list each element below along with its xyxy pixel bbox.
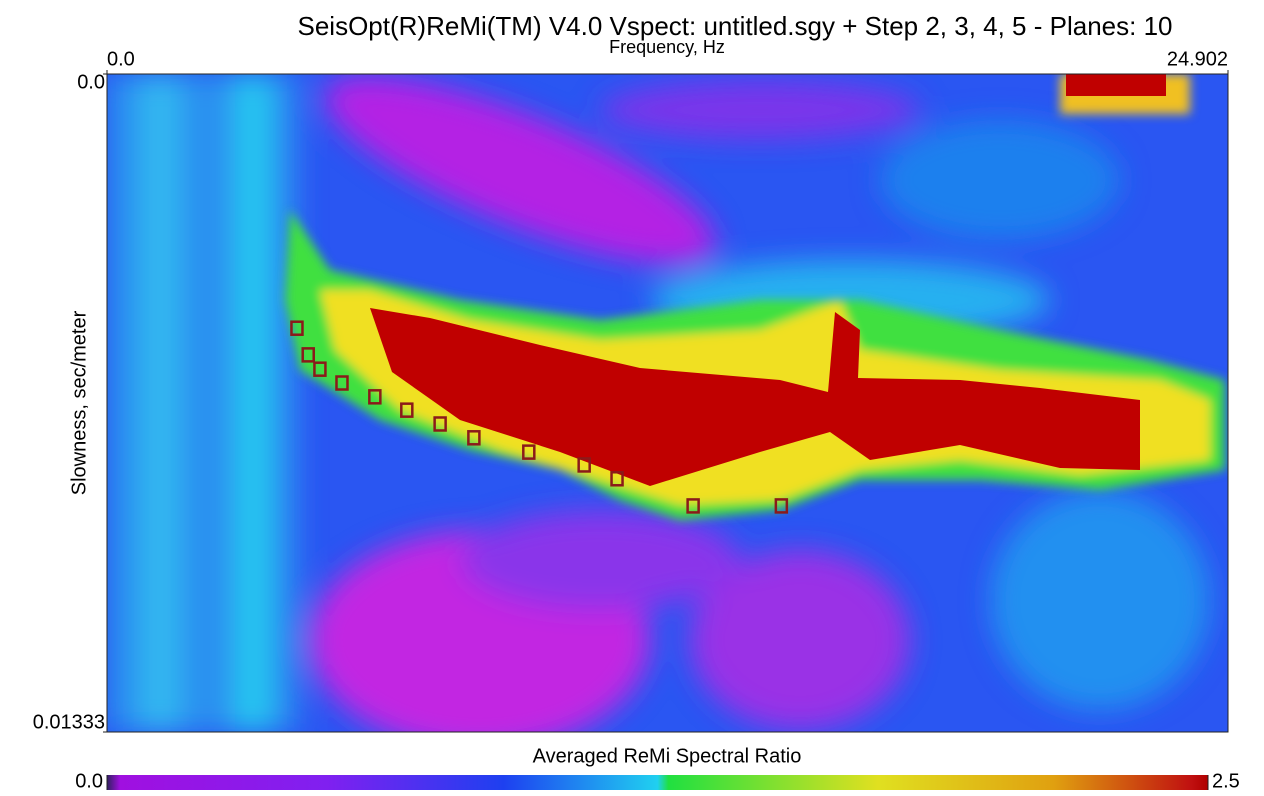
x-tick-label: 0.0 — [107, 48, 135, 70]
y-tick-label: 0.0 — [77, 71, 105, 93]
colorbar-tick-label: 0.0 — [75, 770, 103, 792]
y-tick-label: 0.01333 — [33, 711, 105, 733]
x-tick-label: 24.902 — [1167, 48, 1228, 70]
colorbar-tick-label: 2.5 — [1212, 770, 1240, 792]
chart: SeisOpt(R)ReMi(TM) V4.0 Vspect: untitled… — [0, 0, 1264, 796]
chart-title: SeisOpt(R)ReMi(TM) V4.0 Vspect: untitled… — [298, 11, 1173, 41]
spectrum-image — [107, 40, 1228, 750]
colorbar — [107, 775, 1208, 790]
x-axis-label: Frequency, Hz — [609, 37, 725, 57]
y-axis-label: Slowness, sec/meter — [68, 310, 90, 495]
colorbar-title: Averaged ReMi Spectral Ratio — [533, 745, 802, 767]
